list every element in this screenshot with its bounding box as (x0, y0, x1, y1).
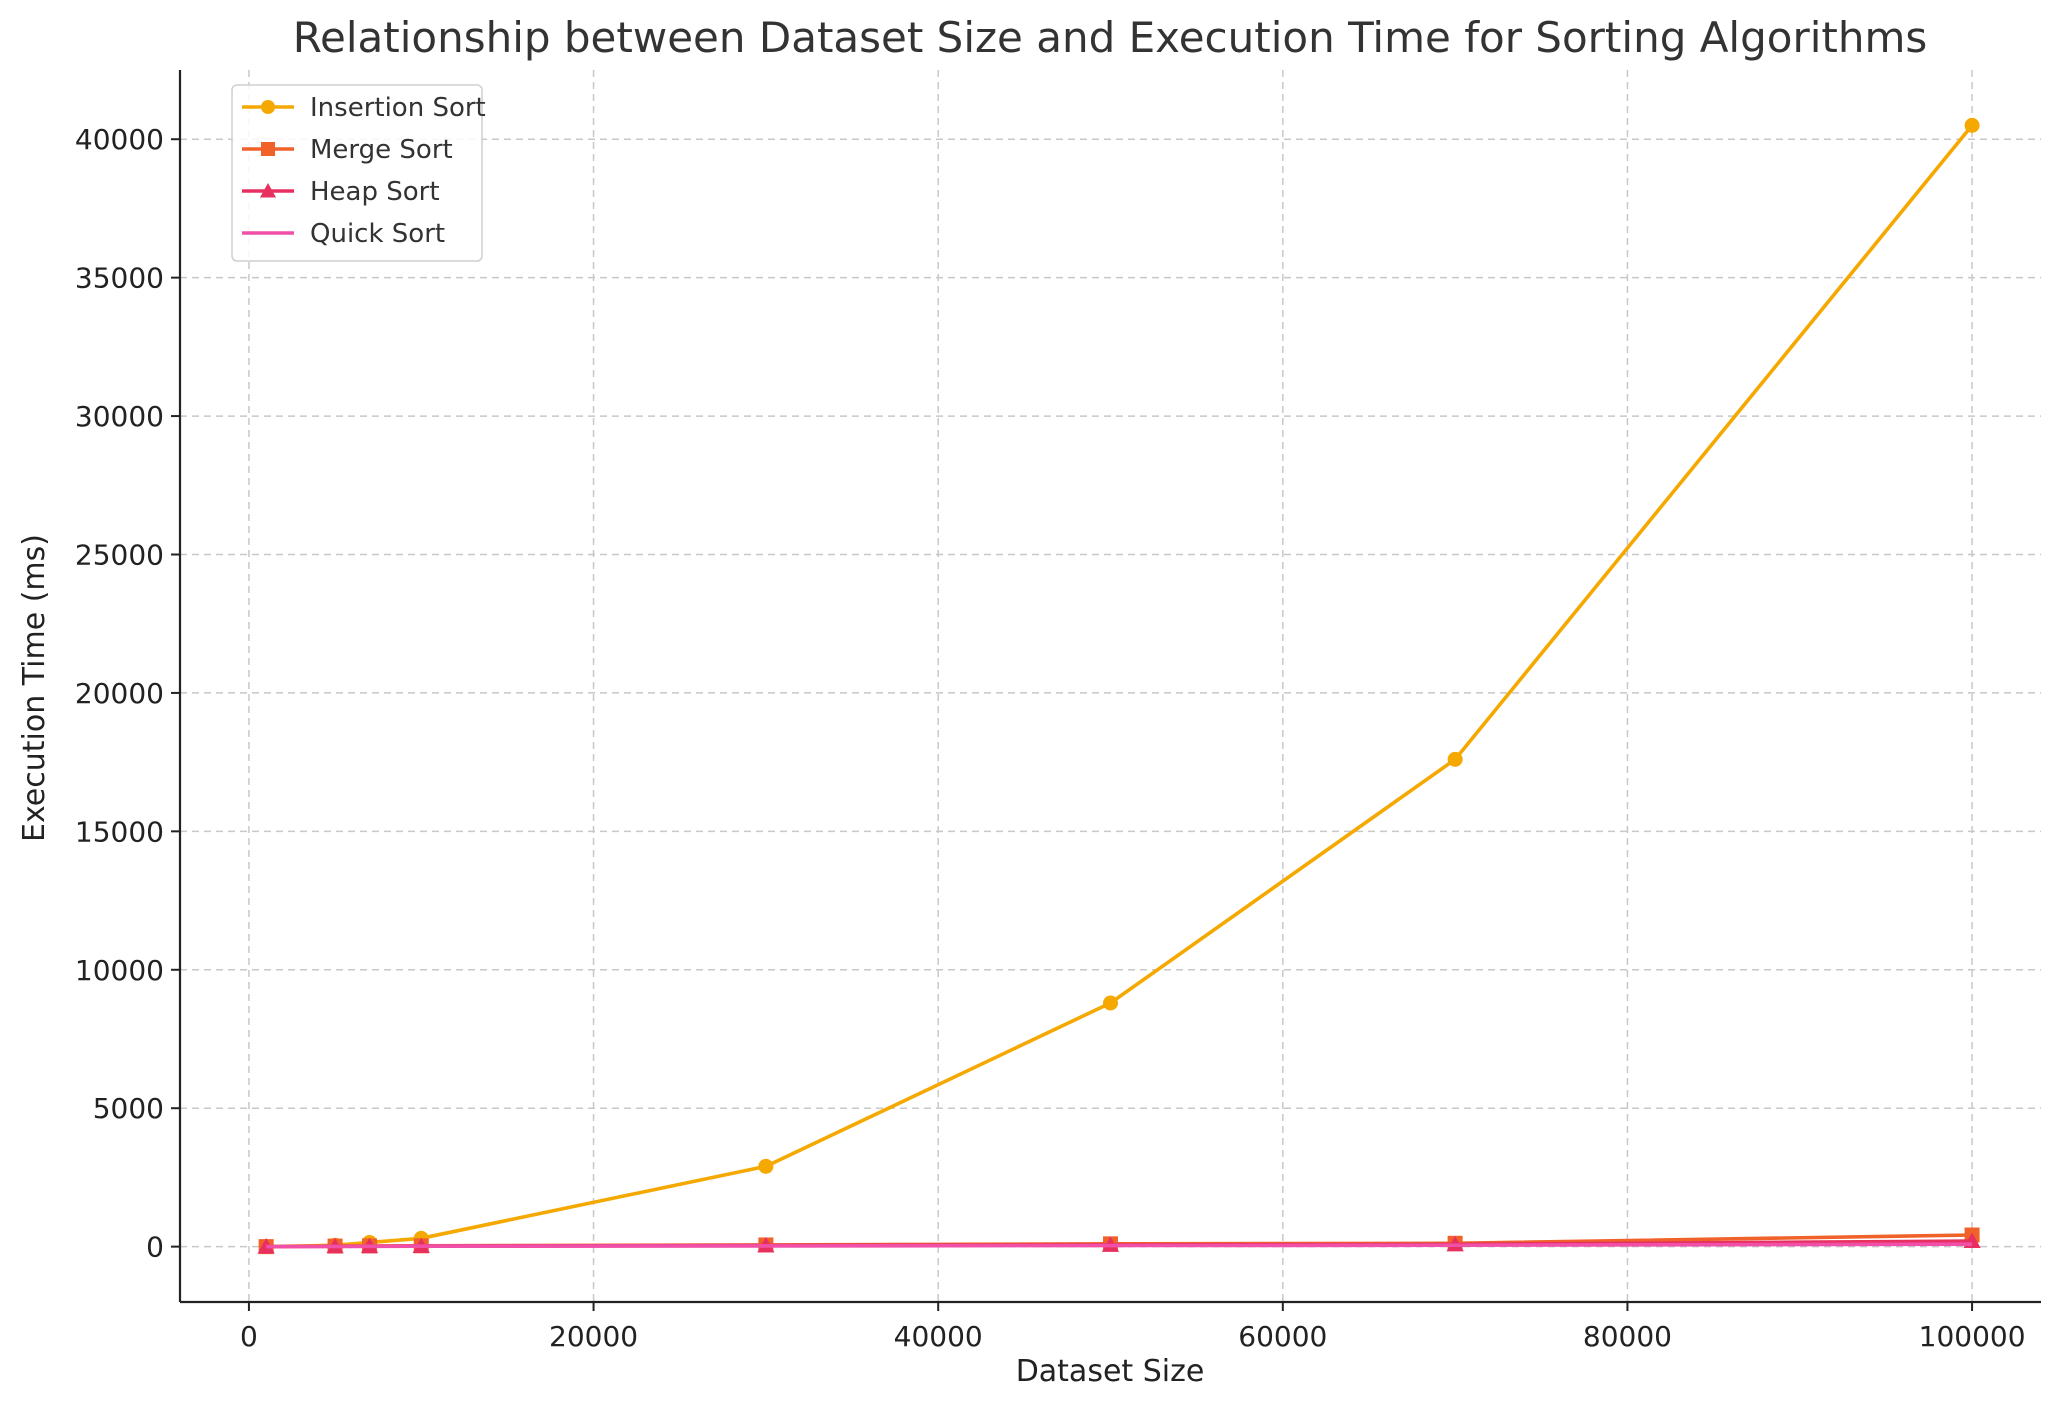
legend-box (231, 84, 483, 262)
y-tick-label: 40000 (75, 123, 164, 156)
y-tick-label: 15000 (75, 815, 164, 848)
y-axis-label: Execution Time (ms) (17, 534, 52, 842)
legend-label: Quick Sort (310, 219, 445, 249)
legend-item-insertion-sort: Insertion Sort (242, 93, 486, 123)
y-tick-label: 0 (146, 1231, 164, 1264)
series-lines (257, 117, 1981, 1255)
legend-label: Heap Sort (310, 177, 440, 207)
legend-marker (259, 182, 277, 198)
legend: Insertion Sort Merge Sort Heap Sort Quick S… (231, 84, 486, 262)
tick-labels: 0 20000 40000 60000 80000 100000 0 5000 10000 150… (75, 123, 2026, 1353)
insertion-sort-point (1964, 117, 1980, 133)
x-axis-label: Dataset Size (1016, 1354, 1205, 1389)
legend-label: Insertion Sort (310, 93, 486, 123)
y-tick-label: 30000 (75, 400, 164, 433)
insertion-sort-series (258, 117, 1980, 1255)
legend-marker (261, 142, 275, 156)
y-tick-label: 5000 (93, 1092, 164, 1125)
legend-item-quick-sort: Quick Sort (242, 219, 445, 249)
chart-title: Relationship between Dataset Size and Ex… (293, 13, 1928, 62)
x-tick-label: 60000 (1238, 1320, 1327, 1353)
legend-item-heap-sort: Heap Sort (242, 177, 440, 207)
y-tick-label: 10000 (75, 954, 164, 987)
insertion-sort-point (758, 1158, 774, 1174)
insertion-sort-point (1103, 995, 1118, 1011)
x-tick-label: 20000 (549, 1320, 638, 1353)
insertion-sort-point (1447, 751, 1463, 767)
legend-item-merge-sort: Merge Sort (242, 135, 453, 165)
axes (178, 70, 2041, 1304)
quick-sort-line (266, 1242, 1973, 1249)
x-tick-label: 100000 (1919, 1320, 2026, 1353)
x-tick-label: 40000 (894, 1320, 983, 1353)
x-tick-label: 80000 (1583, 1320, 1672, 1353)
y-tick-label: 20000 (75, 677, 164, 710)
legend-label: Merge Sort (310, 135, 453, 165)
insertion-sort-line (266, 124, 1974, 1249)
y-tick-label: 25000 (75, 538, 164, 571)
quick-sort-series (266, 1242, 1973, 1249)
y-tick-label: 35000 (75, 262, 164, 295)
legend-marker (261, 100, 275, 114)
x-tick-label: 0 (240, 1320, 258, 1353)
merge-sort-series (258, 1227, 1980, 1255)
